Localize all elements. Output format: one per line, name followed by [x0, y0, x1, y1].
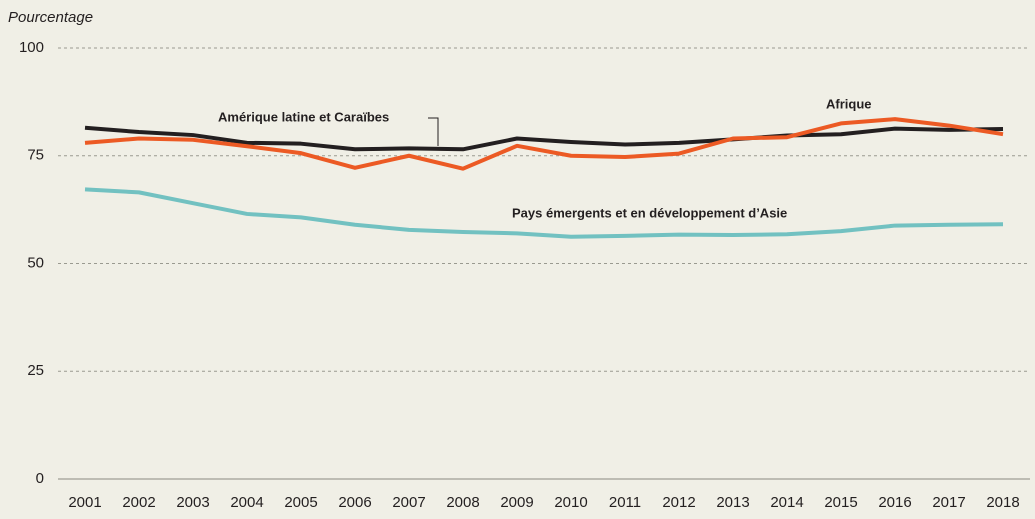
- y-tick-label: 100: [19, 39, 44, 56]
- x-tick-label: 2002: [122, 494, 155, 511]
- y-tick-label: 0: [36, 470, 44, 487]
- x-tick-label: 2003: [176, 494, 209, 511]
- x-tick-label: 2014: [770, 494, 803, 511]
- line-series: [84, 187, 1004, 239]
- y-tick-label: 75: [27, 147, 44, 164]
- x-tick-label: 2009: [500, 494, 533, 511]
- x-tick-label: 2010: [554, 494, 587, 511]
- y-tick-label: 25: [27, 362, 44, 379]
- y-axis-label: Pourcentage: [8, 9, 93, 26]
- x-tick-label: 2011: [609, 494, 641, 511]
- x-tick-label: 2004: [230, 494, 263, 511]
- x-tick-label: 2008: [446, 494, 479, 511]
- series-label: Amérique latine et Caraïbes: [218, 109, 389, 124]
- x-tick-label: 2001: [68, 494, 101, 511]
- leader-line: [428, 117, 439, 146]
- line-series: [84, 117, 1004, 171]
- x-tick-label: 2017: [932, 494, 965, 511]
- series-label: Pays émergents et en développement d’Asi…: [512, 205, 787, 220]
- series-label: Afrique: [826, 96, 872, 111]
- x-tick-label: 2012: [662, 494, 695, 511]
- x-tick-label: 2016: [878, 494, 911, 511]
- x-tick-label: 2007: [392, 494, 425, 511]
- x-tick-label: 2013: [716, 494, 749, 511]
- x-tick-label: 2005: [284, 494, 317, 511]
- x-tick-label: 2006: [338, 494, 371, 511]
- x-tick-label: 2018: [986, 494, 1019, 511]
- line-series: [84, 125, 1004, 152]
- x-tick-label: 2015: [824, 494, 857, 511]
- y-tick-label: 50: [27, 254, 44, 271]
